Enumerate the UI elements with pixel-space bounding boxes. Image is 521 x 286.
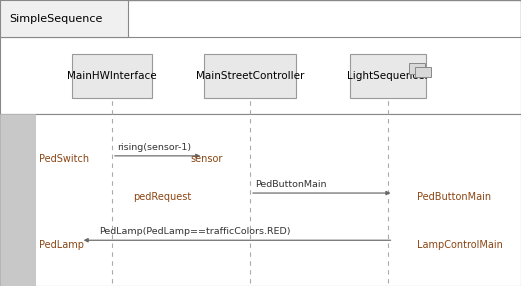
Text: MainHWInterface: MainHWInterface	[67, 71, 157, 81]
FancyBboxPatch shape	[72, 54, 152, 98]
Text: pedRequest: pedRequest	[133, 192, 191, 202]
Text: LightSequencer: LightSequencer	[347, 71, 429, 81]
Text: PedButtonMain: PedButtonMain	[417, 192, 491, 202]
Text: PedLamp(PedLamp==trafficColors.RED): PedLamp(PedLamp==trafficColors.RED)	[99, 227, 291, 236]
Text: PedButtonMain: PedButtonMain	[255, 180, 327, 189]
FancyBboxPatch shape	[350, 54, 426, 98]
FancyBboxPatch shape	[0, 114, 35, 286]
FancyBboxPatch shape	[0, 0, 128, 37]
FancyBboxPatch shape	[0, 114, 521, 286]
Text: sensor: sensor	[190, 154, 222, 164]
Text: PedLamp: PedLamp	[39, 240, 84, 249]
FancyBboxPatch shape	[410, 63, 425, 74]
Text: rising(sensor-1): rising(sensor-1)	[117, 143, 191, 152]
Text: SimpleSequence: SimpleSequence	[9, 14, 103, 23]
Text: PedSwitch: PedSwitch	[39, 154, 89, 164]
FancyBboxPatch shape	[204, 54, 295, 98]
Text: MainStreetController: MainStreetController	[196, 71, 304, 81]
FancyBboxPatch shape	[416, 67, 431, 77]
Text: LampControlMain: LampControlMain	[417, 240, 503, 249]
FancyBboxPatch shape	[0, 37, 521, 114]
